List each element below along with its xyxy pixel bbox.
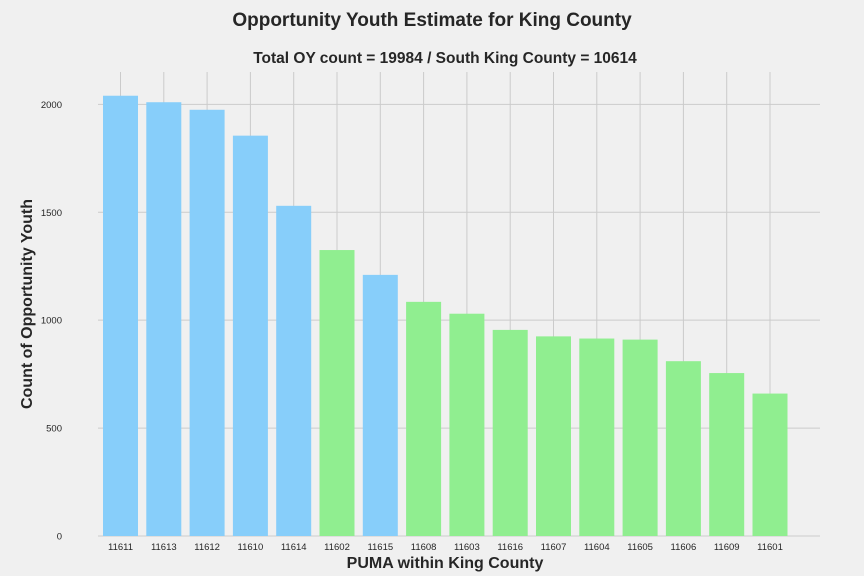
x-tick-label: 11613 bbox=[151, 542, 177, 553]
y-axis-label: Count of Opportunity Youth bbox=[19, 199, 36, 409]
bar-11606 bbox=[665, 361, 701, 536]
tick-labels: 0 500 1000 1500 2000 11611 11613 11612 11610 1161… bbox=[41, 100, 783, 553]
x-tick-label: 11614 bbox=[281, 542, 307, 553]
bar-11610 bbox=[232, 135, 268, 537]
bar-11604 bbox=[579, 338, 615, 536]
bar-11601 bbox=[752, 393, 788, 536]
bars bbox=[103, 95, 788, 537]
bar-11616 bbox=[492, 329, 528, 536]
x-tick-label: 11608 bbox=[411, 542, 437, 553]
x-tick-label: 11606 bbox=[671, 542, 697, 553]
y-tick-label: 2000 bbox=[41, 100, 62, 111]
x-tick-label: 11607 bbox=[541, 542, 567, 553]
bar-11602 bbox=[319, 250, 355, 536]
y-tick-label: 1000 bbox=[41, 316, 62, 327]
bar-11607 bbox=[536, 336, 571, 536]
x-tick-label: 11603 bbox=[454, 542, 480, 553]
x-tick-label: 11612 bbox=[194, 542, 220, 553]
x-tick-label: 11611 bbox=[108, 542, 133, 553]
chart-title: Opportunity Youth Estimate for King Coun… bbox=[232, 10, 632, 31]
x-tick-label: 11602 bbox=[324, 542, 350, 553]
x-tick-label: 11601 bbox=[757, 542, 783, 553]
bar-11605 bbox=[622, 339, 658, 536]
bar-11611 bbox=[103, 95, 138, 536]
bar-11603 bbox=[449, 313, 485, 536]
bar-11612 bbox=[189, 109, 225, 536]
x-tick-label: 11605 bbox=[627, 542, 653, 553]
x-tick-label: 11604 bbox=[584, 542, 610, 553]
bar-11615 bbox=[362, 274, 398, 536]
x-axis-label: PUMA within King County bbox=[347, 555, 544, 572]
x-tick-label: 11616 bbox=[497, 542, 523, 553]
chart-subtitle: Total OY count = 19984 / South King Coun… bbox=[253, 50, 637, 67]
x-tick-label: 11609 bbox=[714, 542, 740, 553]
bar-11614 bbox=[276, 205, 312, 536]
y-tick-label: 500 bbox=[46, 424, 62, 435]
x-tick-label: 11610 bbox=[238, 542, 264, 553]
bar-11608 bbox=[406, 301, 442, 536]
x-tick-label: 11615 bbox=[367, 542, 393, 553]
y-tick-label: 0 bbox=[57, 532, 62, 543]
bar-11613 bbox=[146, 102, 182, 536]
y-tick-label: 1500 bbox=[41, 208, 62, 219]
bar-11609 bbox=[709, 373, 745, 536]
